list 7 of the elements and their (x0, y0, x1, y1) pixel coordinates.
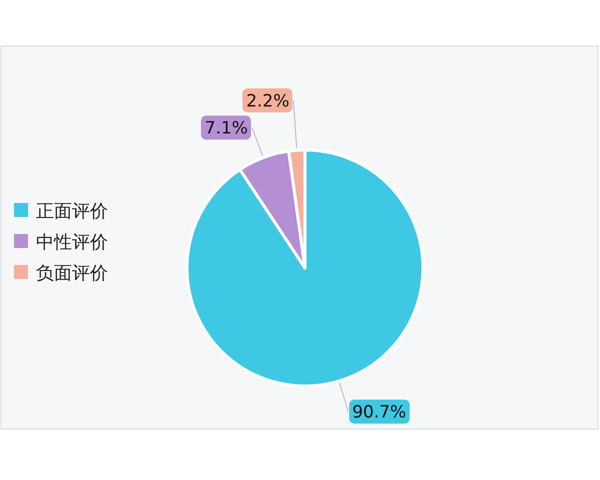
pie-slice (186, 148, 424, 388)
legend-label: 负面评价 (36, 263, 108, 284)
data-label: 90.7% (352, 402, 406, 423)
data-label: 7.1% (204, 118, 248, 139)
legend-label: 中性评价 (36, 232, 108, 253)
data-label: 2.2% (246, 91, 290, 112)
legend-label: 正面评价 (36, 201, 108, 222)
